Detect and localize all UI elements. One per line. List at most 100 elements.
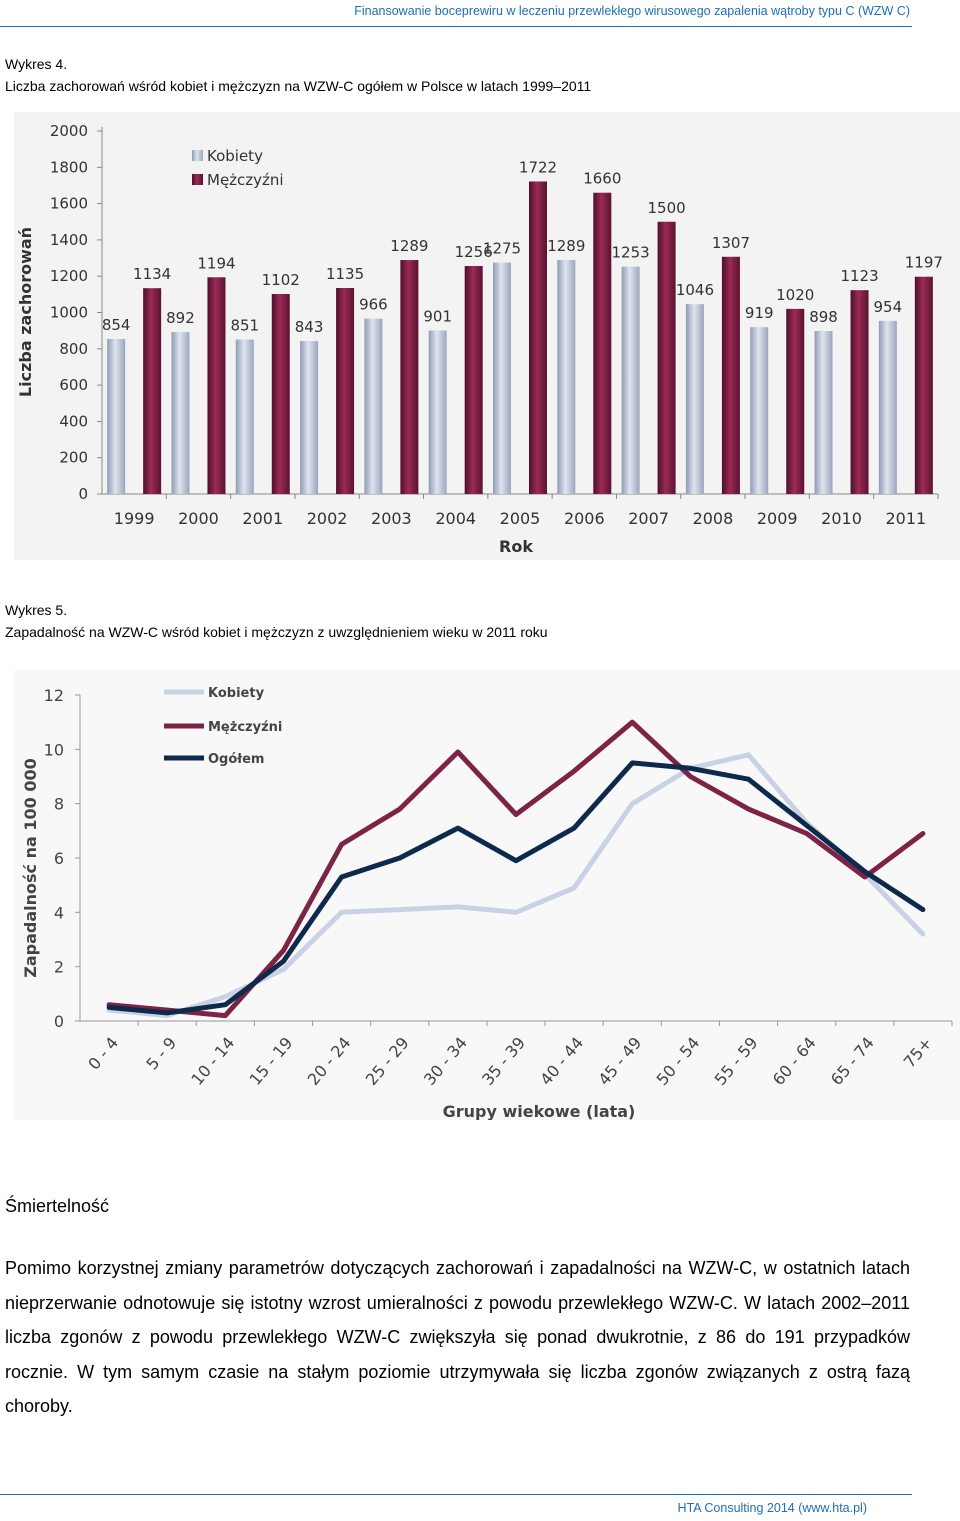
bar-chart-incidence: 0 200 400 600 800 1000 1200 1400 1600 1800 2000 199… [14,112,960,560]
bar-value-label: 843 [295,318,324,336]
chart1-x-tick-label: 2001 [242,509,283,528]
bar-value-label: 1135 [326,265,364,283]
bar-value-label: 1289 [390,237,428,255]
bar-mezczyzni-2002 [336,287,355,494]
legend-ogolem-label: Ogółem [208,752,264,767]
chart2-y-tick-label: 6 [54,849,64,868]
chart2-ylabel: Zapadalność na 100 000 [21,758,40,977]
chart1-y-tick-label: 1400 [50,231,88,249]
chart2-y-tick-label: 0 [54,1012,64,1031]
chart1-ylabel: Liczba zachorowań [16,227,35,397]
bar-kobiety-2010 [814,331,833,494]
bar-mezczyzni-1999 [143,288,162,494]
bar-value-label: 892 [166,309,195,327]
chart1-x-tick-label: 2008 [693,509,734,528]
chart2-background [14,670,960,1120]
chart1-y-tick-label: 400 [59,412,88,430]
bar-value-label: 1289 [547,237,585,255]
legend-mezczyzni-label: Mężczyźni [208,720,282,735]
figure4-caption: Liczba zachorowań wśród kobiet i mężczyz… [5,78,592,94]
chart1-y-tick-label: 800 [59,340,88,358]
chart1-x-tick-label: 2004 [435,509,476,528]
bar-value-label: 854 [102,316,131,334]
figure5-caption: Zapadalność na WZW-C wśród kobiet i mężc… [5,624,548,640]
figure5-number: Wykres 5. [5,602,68,618]
chart1-x-tick-label: 2002 [307,509,348,528]
chart1-y-tick-label: 1200 [50,267,88,285]
chart1-y-tick-label: 2000 [50,122,88,140]
chart1-x-tick-label: 1999 [114,509,155,528]
bar-value-label: 954 [874,298,903,316]
legend-mezczyzni-label: Mężczyźni [207,171,284,189]
bar-value-label: 1253 [612,244,650,262]
bar-mezczyzni-2004 [464,266,483,494]
chart1-x-tick-label: 2000 [178,509,219,528]
legend-kobiety-label: Kobiety [207,147,263,165]
bar-value-label: 898 [809,308,838,326]
legend-kobiety-swatch [192,150,203,161]
bar-value-label: 1020 [776,286,814,304]
chart1-y-tick-label: 1800 [50,158,88,176]
chart1-y-tick-label: 1600 [50,195,88,213]
bar-kobiety-2006 [557,260,576,494]
chart2-xlabel: Grupy wiekowe (lata) [443,1102,636,1120]
bar-mezczyzni-2000 [207,277,226,494]
bar-kobiety-2009 [750,327,769,494]
bar-value-label: 1197 [905,254,943,272]
bar-mezczyzni-2009 [786,308,805,494]
bar-value-label: 1123 [840,267,878,285]
bar-value-label: 1256 [455,243,493,261]
bar-kobiety-2011 [878,320,897,494]
bar-value-label: 1194 [197,254,235,272]
chart2-y-tick-label: 10 [44,740,64,759]
legend-mezczyzni-swatch [192,174,203,185]
chart1-y-tick-label: 200 [59,449,88,467]
bar-value-label: 1722 [519,158,557,176]
figure4-number: Wykres 4. [5,56,68,72]
bar-mezczyzni-2001 [271,293,290,494]
chart1-x-tick-label: 2009 [757,509,798,528]
chart2-y-tick-label: 2 [54,958,64,977]
section-heading: Śmiertelność [5,1196,110,1216]
bar-value-label: 1500 [648,199,686,217]
bar-kobiety-2003 [364,318,383,494]
figure5-caption-block: Wykres 5. Zapadalność na WZW-C wśród kob… [5,599,548,643]
chart1-y-tick-label: 600 [59,376,88,394]
bar-value-label: 901 [423,307,452,325]
chart1-y-tick-label: 0 [78,485,88,503]
chart2-y-tick-label: 12 [44,686,64,705]
chart1-x-tick-label: 2010 [821,509,862,528]
bar-mezczyzni-2007 [657,221,676,494]
bar-kobiety-2007 [621,266,640,494]
chart2-y-tick-label: 8 [54,795,64,814]
bar-value-label: 1102 [262,271,300,289]
bar-mezczyzni-2005 [529,181,547,494]
bar-mezczyzni-2003 [400,260,419,494]
bar-value-label: 966 [359,296,388,314]
bar-kobiety-2001 [235,339,254,494]
bar-value-label: 851 [230,317,259,335]
bar-value-label: 1134 [133,265,171,283]
legend-kobiety-label: Kobiety [208,686,265,701]
chart2-y-tick-label: 4 [54,903,64,922]
bar-kobiety-2008 [685,304,704,494]
chart1-x-tick-label: 2006 [564,509,605,528]
footer-divider [0,1494,912,1495]
bar-value-label: 1046 [676,281,714,299]
bar-value-label: 1660 [583,170,621,188]
bar-kobiety-2000 [171,332,190,494]
line-mezczyzni [106,719,926,1019]
chart1-y-tick-label: 1000 [50,304,88,322]
bar-value-label: 919 [745,304,774,322]
chart1-x-tick-label: 2011 [885,509,926,528]
chart1-x-tick-label: 2003 [371,509,412,528]
bar-value-label: 1307 [712,234,750,252]
bar-kobiety-2005 [493,262,511,494]
bar-mezczyzni-2011 [914,276,933,494]
chart1-xlabel: Rok [499,537,533,556]
chart1-x-tick-label: 2005 [500,509,541,528]
chart1-x-tick-label: 2007 [628,509,669,528]
bar-kobiety-1999 [107,338,126,494]
bar-mezczyzni-2006 [593,192,612,494]
